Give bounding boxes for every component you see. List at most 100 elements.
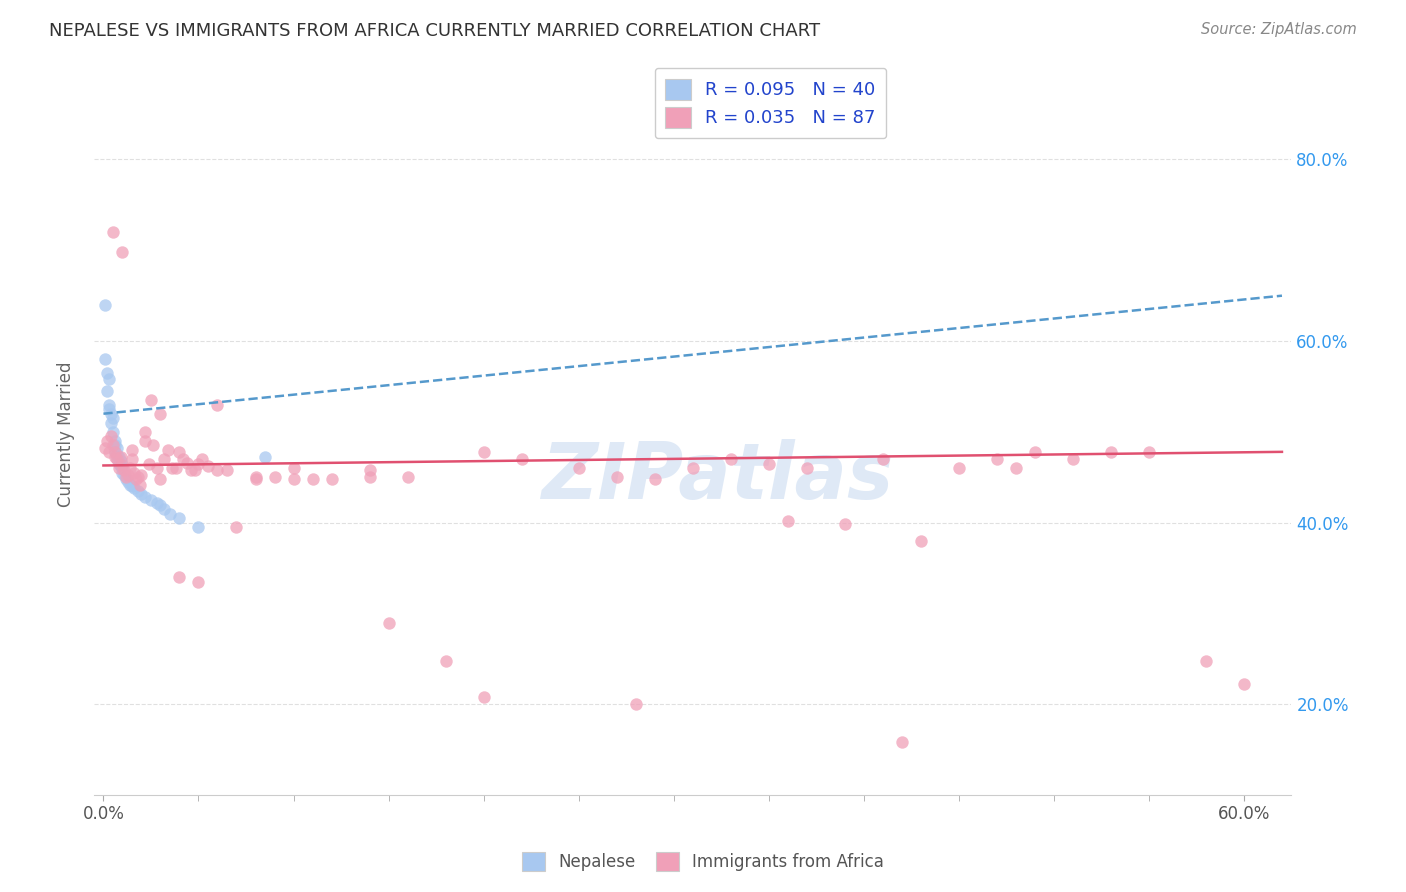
Point — [134, 434, 156, 448]
Point — [253, 450, 276, 465]
Point — [98, 445, 121, 459]
Point — [110, 450, 132, 465]
Point — [104, 445, 127, 459]
Point — [1062, 452, 1084, 467]
Point — [101, 437, 124, 451]
Point — [138, 457, 160, 471]
Point — [245, 470, 267, 484]
Legend: R = 0.095   N = 40, R = 0.035   N = 87: R = 0.095 N = 40, R = 0.035 N = 87 — [655, 68, 886, 138]
Point — [139, 493, 162, 508]
Point — [111, 458, 134, 472]
Point — [510, 452, 533, 467]
Point — [100, 428, 122, 442]
Point — [121, 479, 143, 493]
Point — [796, 461, 818, 475]
Point — [720, 452, 742, 467]
Point — [96, 384, 118, 398]
Point — [153, 502, 176, 516]
Point — [321, 472, 343, 486]
Point — [131, 486, 153, 500]
Point — [263, 470, 285, 484]
Point — [111, 461, 134, 475]
Point — [94, 441, 117, 455]
Point — [98, 372, 121, 386]
Point — [301, 472, 323, 486]
Point — [568, 461, 591, 475]
Point — [122, 466, 145, 480]
Point — [110, 454, 132, 468]
Point — [149, 498, 172, 512]
Point — [359, 470, 381, 484]
Point — [183, 463, 205, 477]
Text: ZIPatlas: ZIPatlas — [540, 440, 893, 516]
Point — [127, 483, 149, 498]
Text: Source: ZipAtlas.com: Source: ZipAtlas.com — [1201, 22, 1357, 37]
Point — [115, 470, 138, 484]
Point — [118, 461, 141, 475]
Point — [112, 463, 135, 477]
Point — [110, 459, 132, 474]
Point — [207, 398, 229, 412]
Point — [948, 461, 970, 475]
Point — [165, 461, 187, 475]
Point — [145, 461, 167, 475]
Point — [187, 457, 209, 471]
Point — [986, 452, 1008, 467]
Point — [101, 425, 124, 439]
Point — [169, 445, 191, 459]
Point — [1005, 461, 1028, 475]
Point — [1099, 445, 1122, 459]
Point — [125, 472, 148, 486]
Point — [145, 496, 167, 510]
Point — [191, 452, 214, 467]
Point — [157, 443, 180, 458]
Point — [187, 574, 209, 589]
Point — [624, 698, 647, 712]
Point — [149, 407, 172, 421]
Point — [134, 425, 156, 439]
Point — [122, 481, 145, 495]
Point — [776, 514, 799, 528]
Point — [1233, 677, 1256, 691]
Point — [160, 461, 183, 475]
Point — [100, 416, 122, 430]
Point — [96, 366, 118, 380]
Point — [758, 457, 780, 471]
Point — [169, 511, 191, 525]
Point — [121, 452, 143, 467]
Point — [134, 490, 156, 504]
Point — [169, 570, 191, 584]
Point — [172, 452, 194, 467]
Point — [197, 459, 219, 474]
Point — [1024, 445, 1046, 459]
Point — [118, 477, 141, 491]
Point — [142, 438, 165, 452]
Point — [98, 398, 121, 412]
Point — [472, 690, 495, 704]
Point — [104, 445, 127, 459]
Point — [359, 463, 381, 477]
Point — [105, 452, 128, 467]
Point — [1137, 445, 1160, 459]
Point — [101, 225, 124, 239]
Point — [149, 472, 172, 486]
Point — [94, 352, 117, 367]
Point — [834, 517, 856, 532]
Point — [117, 475, 139, 489]
Point — [910, 533, 932, 548]
Point — [94, 298, 117, 312]
Point — [111, 466, 134, 480]
Point — [396, 470, 419, 484]
Point — [283, 461, 305, 475]
Point — [215, 463, 238, 477]
Point — [104, 434, 127, 448]
Point — [98, 402, 121, 417]
Point — [96, 434, 118, 448]
Point — [104, 438, 127, 452]
Point — [131, 468, 153, 483]
Legend: Nepalese, Immigrants from Africa: Nepalese, Immigrants from Africa — [513, 843, 893, 880]
Text: NEPALESE VS IMMIGRANTS FROM AFRICA CURRENTLY MARRIED CORRELATION CHART: NEPALESE VS IMMIGRANTS FROM AFRICA CURRE… — [49, 22, 820, 40]
Point — [644, 472, 666, 486]
Point — [105, 448, 128, 462]
Point — [105, 441, 128, 455]
